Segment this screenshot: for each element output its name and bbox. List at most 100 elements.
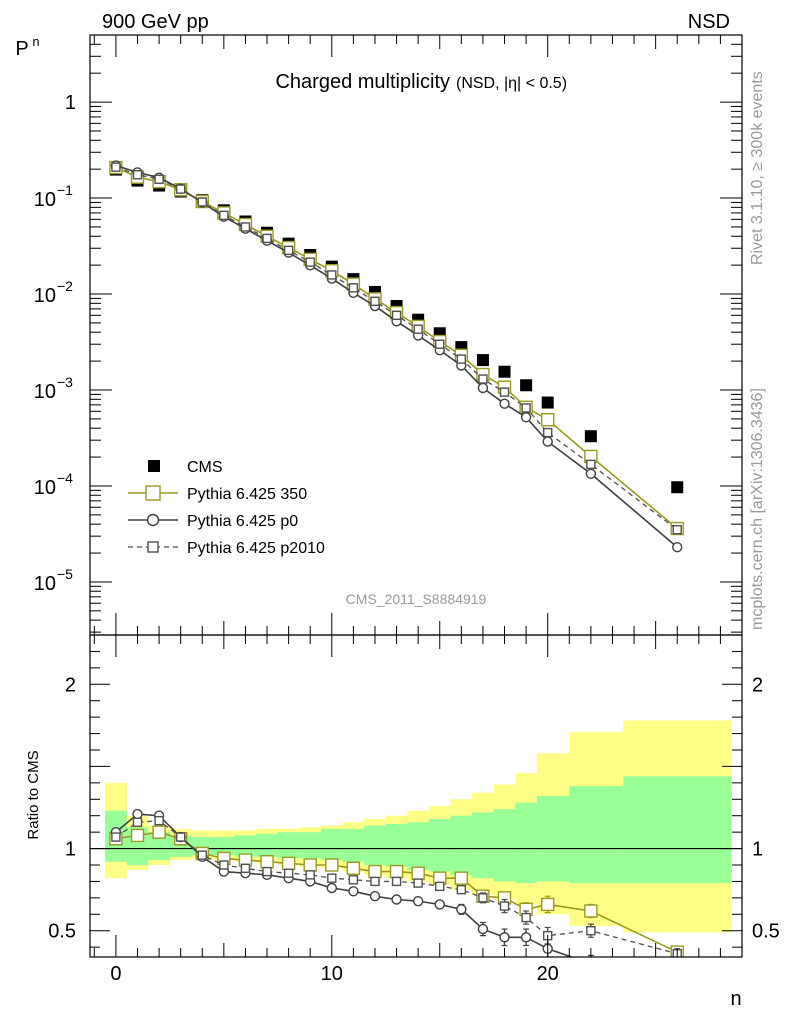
cms-data-point (541, 396, 554, 409)
ratio-pythia-6-425-p0-point (391, 894, 402, 905)
uncertainty-band-inner (428, 819, 451, 872)
ratio-pythia-6-425-350-point (540, 897, 555, 912)
ratio-y-tick-label: 0.5 (48, 921, 76, 943)
pythia-6-425-p0-point (520, 412, 532, 423)
uncertainty-band-inner (569, 786, 624, 884)
legend-marker-pythia-6-425-p2010 (147, 541, 159, 553)
uncertainty-band-inner (536, 796, 570, 882)
ratio-pythia-6-425-350-point (152, 825, 166, 839)
ratio-pythia-6-425-p2010-point (499, 901, 510, 911)
y-tick-label: 10 (34, 189, 56, 211)
ratio-pythia-6-425-p2010-point (413, 878, 423, 888)
pythia-6-425-p2010-point (175, 184, 186, 194)
ratio-pythia-6-425-p2010-point (283, 868, 294, 878)
uncertainty-band-inner (385, 823, 408, 867)
pythia-6-425-p2010-point (327, 270, 337, 280)
legend-marker-pythia-6-425-350 (145, 485, 161, 501)
header-right-label: NSD (688, 11, 730, 33)
rivet-version-label: Rivet 3.1.10, ≥ 300k events (749, 71, 766, 265)
pythia-6-425-p2010-point (456, 354, 467, 364)
x-tick-label: 20 (537, 963, 559, 985)
ratio-plot-frame (89, 634, 743, 958)
uncertainty-band-inner (213, 837, 235, 856)
pythia-6-425-p2010-point (219, 210, 229, 221)
ratio-pythia-6-425-350-point (303, 858, 317, 872)
ratio-pythia-6-425-350-point (389, 864, 404, 879)
ratio-pythia-6-425-p2010-point (435, 881, 445, 892)
pythia-6-425-p2010-point (262, 233, 272, 244)
ratio-pythia-6-425-350-point (130, 828, 145, 843)
cms-data-point (671, 481, 684, 494)
uncertainty-band-inner (321, 828, 343, 861)
ratio-pythia-6-425-350-point (584, 904, 598, 918)
ratio-pythia-6-425-p0-point (369, 891, 381, 902)
pythia-6-425-p2010-point (132, 170, 143, 180)
x-axis-label: n (730, 988, 741, 1010)
pythia-6-425-p2010-point (305, 257, 315, 267)
y-tick-label-exponent: −1 (57, 182, 73, 198)
ratio-pythia-6-425-350-point (454, 871, 469, 885)
plot-title: Charged multiplicity (275, 71, 450, 93)
pythia-6-425-p2010-point (240, 222, 251, 232)
y-tick-label-exponent: −2 (57, 278, 73, 294)
cms-data-point (520, 379, 533, 392)
legend-label-pythia-6-425-p2010: Pythia 6.425 p2010 (187, 540, 325, 557)
uncertainty-band-inner (515, 802, 538, 884)
ratio-pythia-6-425-p2010-point (456, 884, 467, 895)
pythia-6-425-p2010-point (478, 374, 488, 384)
ratio-y-tick-label-right: 2 (752, 674, 763, 696)
ratio-y-tick-label-right: 1 (752, 839, 763, 861)
ratio-y-axis-label: Ratio to CMS (25, 750, 42, 839)
legend-label-cms: CMS (187, 459, 223, 476)
ratio-pythia-6-425-p2010-line (115, 819, 678, 955)
pythia-6-425-p2010-point (499, 387, 510, 397)
ratio-pythia-6-425-350-point (325, 858, 339, 872)
uncertainty-band-inner (148, 832, 171, 861)
cms-data-point (584, 430, 597, 443)
cms-data-point (498, 365, 511, 378)
multiplicity-distribution-panel: 110−110−210−310−410−5 Charged multiplici… (15, 34, 743, 636)
pythia-6-425-p2010-line (115, 166, 678, 531)
ratio-pythia-6-425-p2010-point (219, 860, 229, 870)
ratio-pythia-6-425-p2010-point (521, 912, 531, 923)
x-tick-label: 0 (110, 963, 121, 985)
pythia-6-425-p2010-point (672, 525, 682, 535)
pythia-6-425-p2010-point (370, 296, 380, 306)
y-tick-label-exponent: −5 (57, 566, 73, 582)
ratio-pythia-6-425-p0-point (434, 899, 445, 910)
ratio-pythia-6-425-p2010-point (391, 876, 402, 887)
pythia-6-425-p0-point (499, 398, 510, 409)
ratio-pythia-6-425-p0-point (132, 808, 143, 820)
ratio-pythia-6-425-p2010-point (197, 850, 207, 860)
y-tick-label: 1 (65, 92, 76, 114)
legend-label-pythia-6-425-p0: Pythia 6.425 p0 (187, 513, 298, 530)
ratio-pythia-6-425-p0-point (412, 895, 424, 907)
pythia-6-425-p2010-point (586, 459, 596, 470)
pythia-6-425-p2010-point (348, 283, 359, 293)
pythia-6-425-p0-point (585, 468, 597, 479)
mcplots-reference-label: mcplots.cern.ch [arXiv:1306.3436] (749, 388, 766, 630)
ratio-pythia-6-425-p0-point (673, 969, 682, 978)
ratio-panel: 0.5 0.51 12 20 10 20 Ratio to CMS n (25, 634, 780, 1010)
pythia-6-425-p2010-point (111, 162, 121, 172)
pythia-6-425-p2010-point (521, 403, 531, 413)
legend: CMS Pythia 6.425 350 Pythia 6.425 p0 Pythia… (128, 459, 325, 557)
pythia-6-425-p2010-point (197, 197, 207, 207)
ratio-pythia-6-425-p2010-point (175, 832, 186, 842)
ratio-y-tick-label-right: 0.5 (752, 921, 780, 943)
pythia-6-425-350-point (540, 413, 555, 427)
legend-label-pythia-6-425-350: Pythia 6.425 350 (187, 486, 307, 503)
y-tick-label-exponent: −4 (57, 470, 73, 486)
uncertainty-band-inner (256, 833, 279, 857)
uncertainty-band-inner (299, 832, 322, 859)
pythia-6-425-p2010-point (413, 324, 423, 334)
legend-marker-pythia-6-425-p0 (146, 513, 160, 527)
ratio-pythia-6-425-p2010-point (327, 873, 337, 883)
uncertainty-band-inner (364, 825, 387, 865)
ratio-pythia-6-425-p0-point (326, 882, 338, 894)
pythia-6-425-p2010-point (542, 427, 553, 438)
y-tick-label: 10 (34, 285, 56, 307)
ratio-y-tick-label: 2 (65, 674, 76, 696)
pythia-6-425-p0-point (672, 542, 683, 553)
cms-data-point (476, 354, 489, 367)
